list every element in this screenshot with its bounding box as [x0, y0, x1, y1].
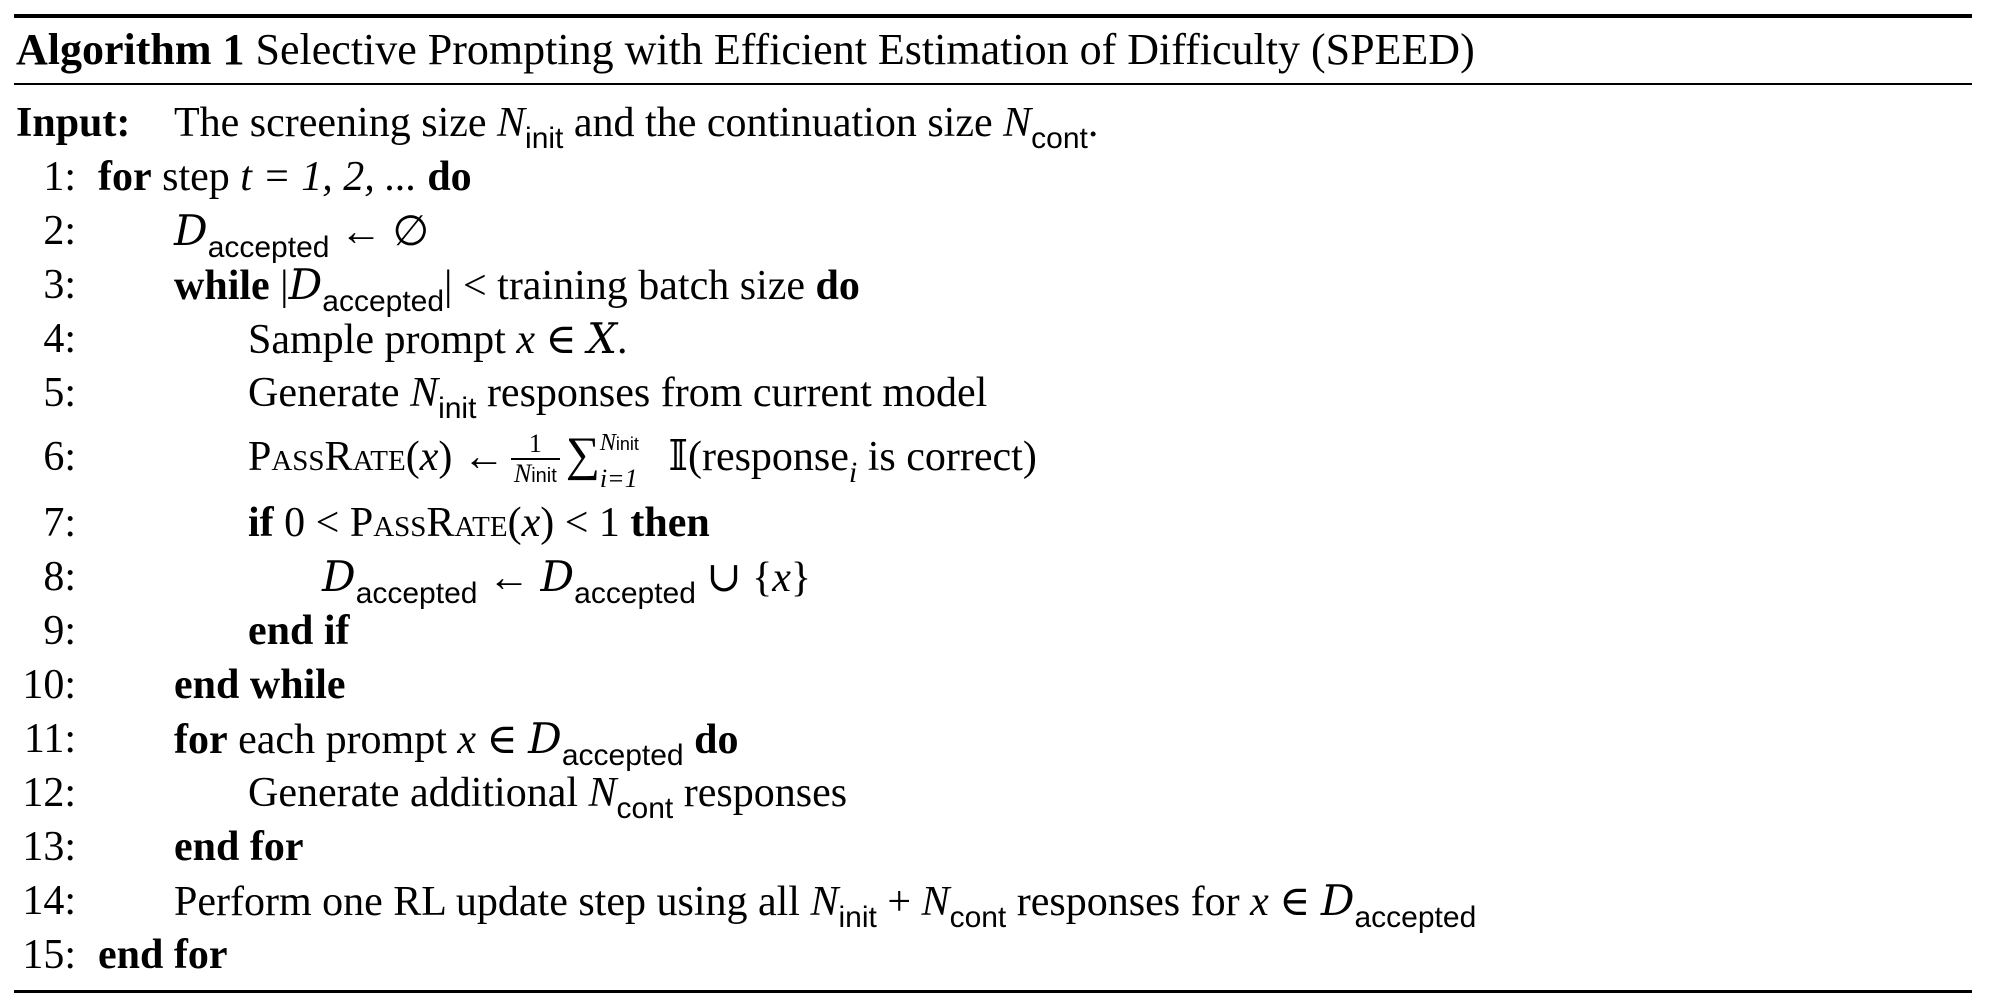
input-text: The screening size Ninit and the continu… [174, 100, 1099, 155]
top-rule [14, 14, 1972, 18]
input-label: Input: [16, 100, 131, 146]
mid-rule [14, 83, 1972, 85]
bottom-rule [14, 990, 1972, 993]
algorithm-title: Algorithm 1 Selective Prompting with Eff… [16, 22, 1475, 78]
algorithm-name: Selective Prompting with Efficient Estim… [255, 25, 1475, 74]
algorithm-label: Algorithm 1 [16, 25, 245, 74]
